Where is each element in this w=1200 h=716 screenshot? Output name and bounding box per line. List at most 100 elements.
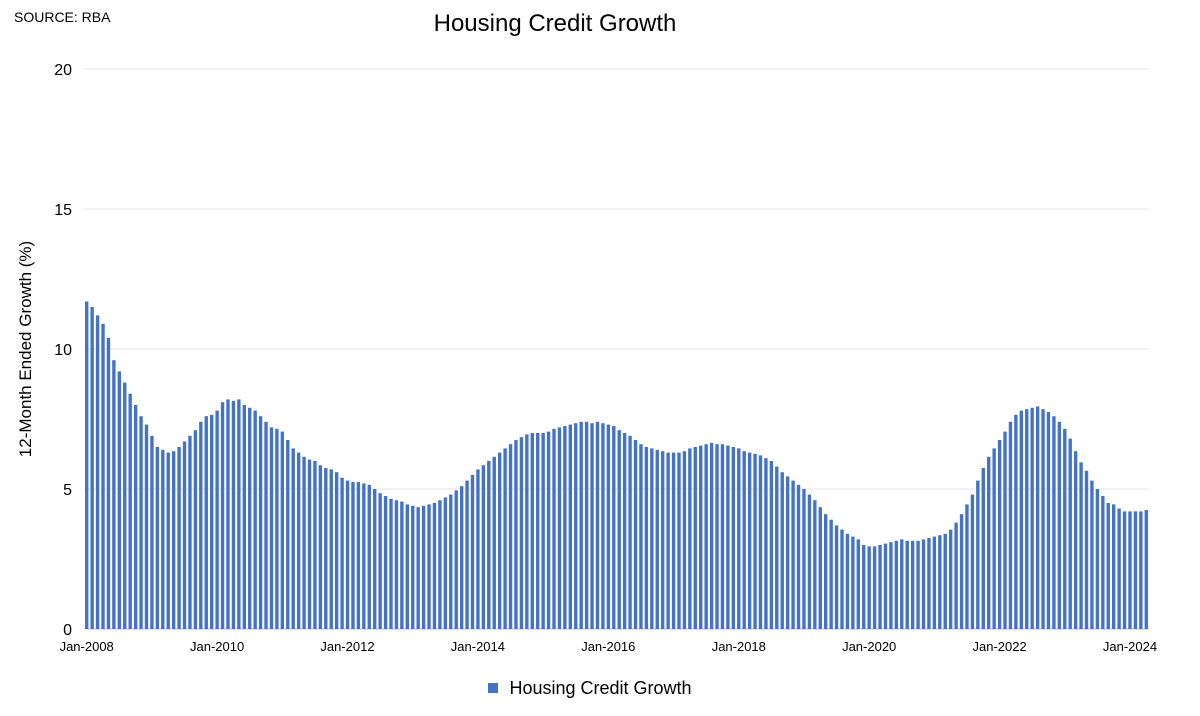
bar [1025,409,1029,629]
bar [655,449,659,629]
bar [144,424,149,629]
x-tick-labels: Jan-2008 Jan-2010 Jan-2012 Jan-2014 Jan-2016… [60,639,1158,654]
y-tick-labels: 0 5 10 15 20 [54,62,72,639]
bar [976,480,980,629]
bar [318,465,323,629]
chart-title: Housing Credit Growth [433,10,677,37]
x-tick-label: Jan-2014 [451,639,505,654]
bar [1035,406,1040,629]
bar [530,433,534,629]
bar [813,500,817,629]
bar [1079,462,1083,629]
bar [106,337,111,629]
bar [639,444,643,629]
bar [454,490,458,629]
bar [563,426,567,629]
bar [769,461,774,629]
bar [1144,510,1148,629]
bar [405,504,409,629]
bar [965,504,969,629]
bar [356,482,361,629]
bar [905,540,909,629]
bar [650,448,654,629]
bar [307,459,312,629]
x-tick-label: Jan-2018 [712,639,766,654]
y-tick-label: 10 [54,342,72,359]
bar [851,536,855,629]
bar [1046,412,1051,629]
bar [286,440,290,629]
bar [367,484,371,629]
bar [1057,421,1062,629]
bar [1019,410,1023,629]
bar [883,543,888,629]
bar [1041,409,1045,629]
bar [927,538,931,629]
bar [400,501,404,629]
bar [1101,496,1105,629]
bar [921,539,926,629]
bar [389,498,393,629]
bar [470,475,475,629]
bar [150,435,154,629]
bar [731,447,736,629]
bar [622,433,627,629]
bar [688,448,692,629]
bar [764,458,768,629]
bar [666,452,670,629]
bar [693,447,697,629]
bar [334,472,339,629]
bar [862,545,866,629]
bar [541,433,545,629]
bar [867,546,871,629]
bar [796,484,801,629]
bar [889,542,893,629]
bar [775,466,779,629]
bar [1014,414,1018,629]
bar [275,428,279,629]
bar [416,507,420,629]
bar [117,371,121,629]
bar [378,493,382,629]
source-note: SOURCE: RBA [14,9,111,25]
bar [525,434,529,629]
bar [845,533,850,629]
bar [476,469,480,629]
bar [438,500,442,629]
bar [791,480,795,629]
bar [220,402,225,629]
bar [916,540,920,629]
bar [1003,431,1007,629]
bar [726,445,730,629]
bar [215,410,219,629]
x-tick-label: Jan-2016 [581,639,635,654]
bar [987,456,991,629]
bar [1084,470,1089,629]
bar [579,421,583,629]
x-tick-label: Jan-2010 [190,639,244,654]
bar [503,448,507,629]
bar [1117,508,1121,629]
bar [595,421,600,629]
bar [237,399,241,629]
bar [514,440,518,629]
bar [785,476,790,629]
bar [443,497,448,629]
bar [340,477,344,629]
bar [508,444,513,629]
bar [981,468,985,629]
bar [997,440,1002,629]
bar [943,533,947,629]
bar [661,451,665,629]
bar [807,494,812,629]
bar [590,423,594,629]
bar [954,522,958,629]
bar [818,507,822,629]
bar [155,447,160,629]
bar [302,456,306,629]
bar [112,360,116,629]
bar [536,433,540,629]
bar [210,414,214,629]
y-tick-label: 15 [54,202,72,219]
y-tick-label: 5 [63,482,72,499]
